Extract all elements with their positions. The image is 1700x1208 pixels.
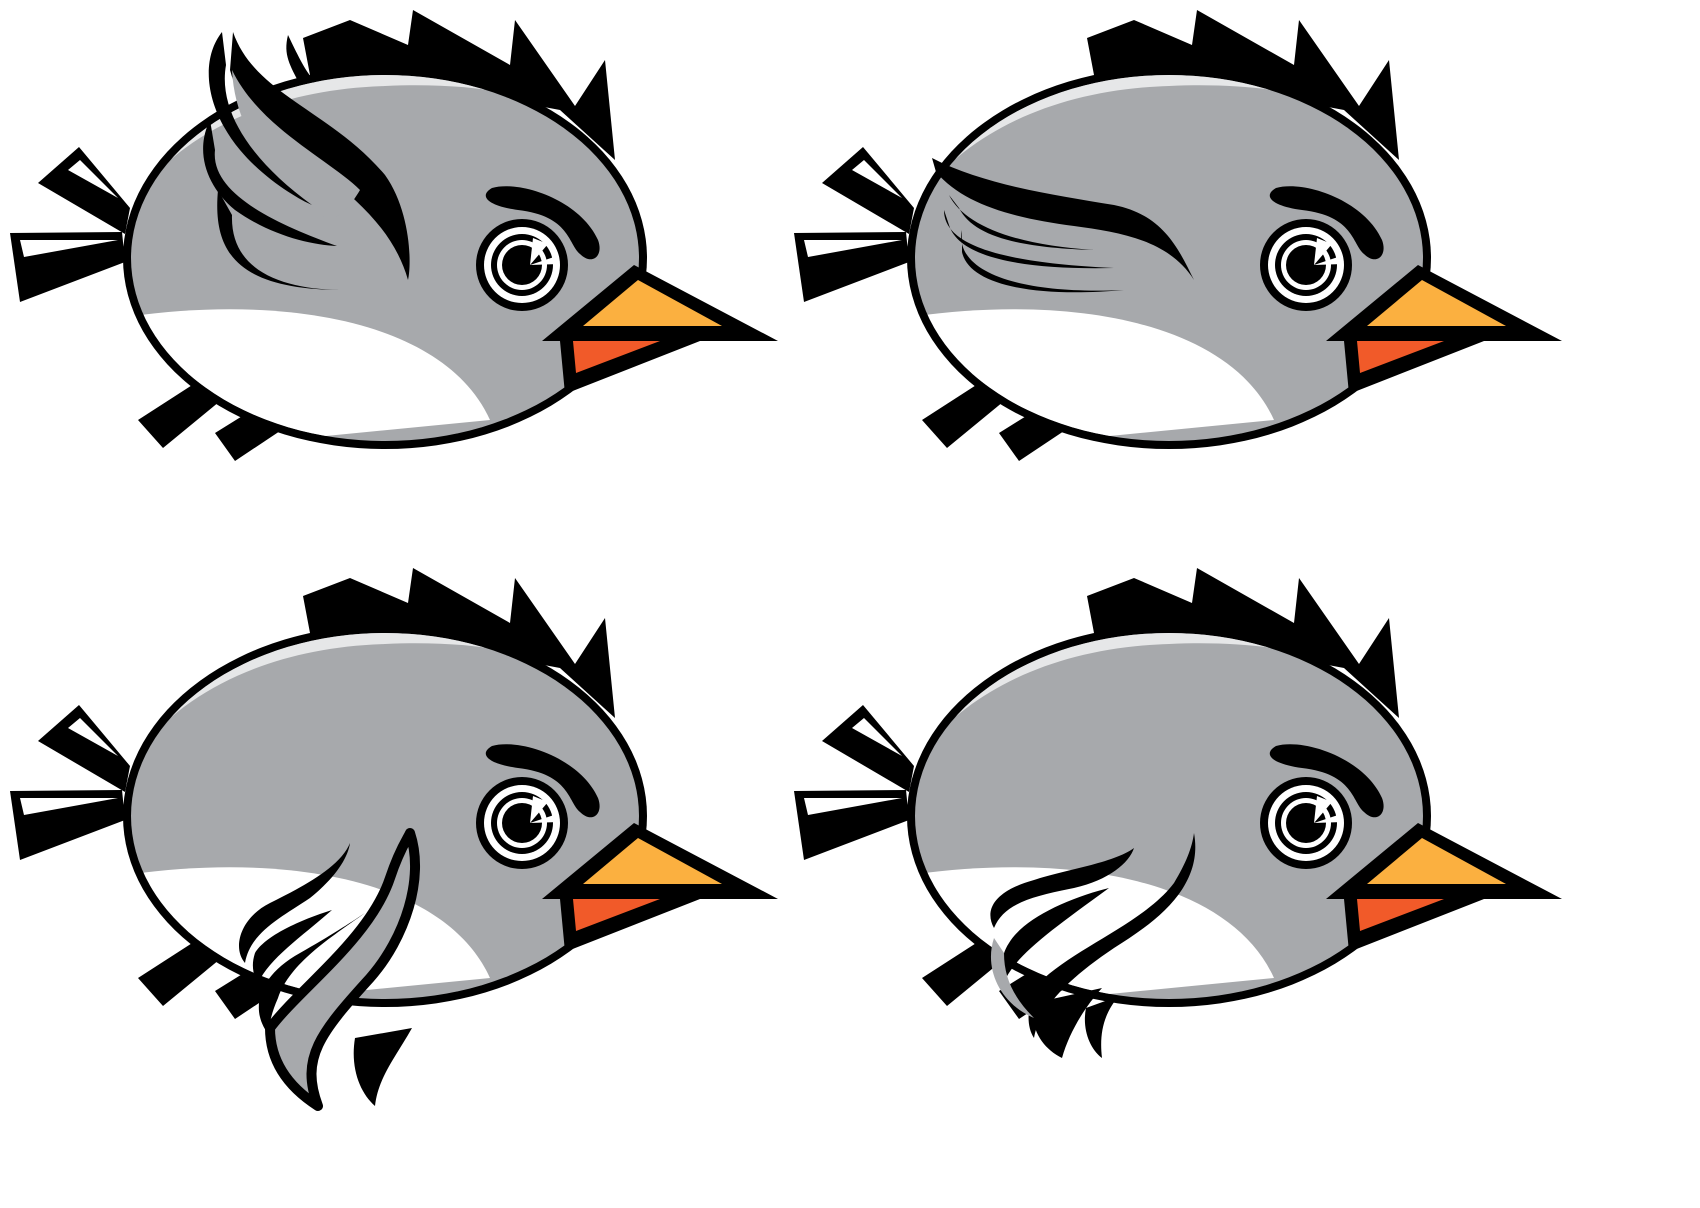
bird-frame-wing-down [0, 558, 784, 1116]
wing [990, 833, 1196, 1058]
wing [238, 828, 421, 1111]
bird-illustration [784, 558, 1568, 1058]
bird-frame-wing-level [784, 0, 1568, 558]
bird-illustration [0, 558, 784, 1111]
bird-illustration [0, 0, 784, 558]
wing [203, 32, 410, 290]
wing [932, 158, 1194, 293]
bird-illustration [784, 0, 1568, 558]
bird-frame-wing-up [0, 0, 784, 558]
bird-frame-wing-down-tucked [784, 558, 1568, 1116]
